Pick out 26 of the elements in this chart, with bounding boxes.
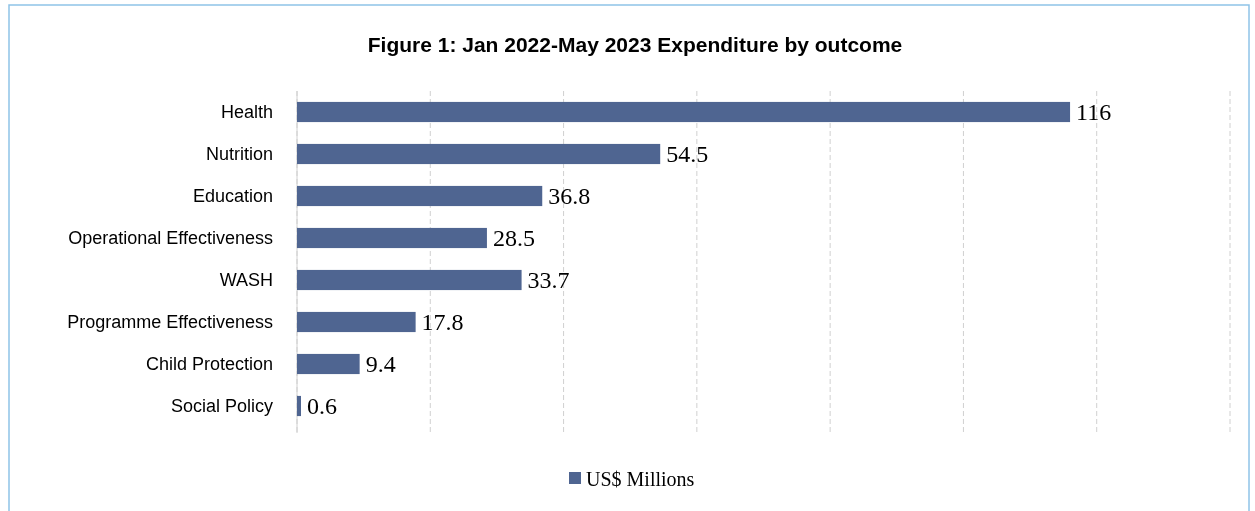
data-label: 54.5: [666, 141, 709, 167]
data-label: 0.6: [307, 393, 337, 419]
data-label: 17.8: [421, 309, 464, 335]
y-tick-label: Operational Effectiveness: [68, 228, 273, 248]
y-tick-label: Nutrition: [205, 144, 273, 164]
bar: [297, 395, 301, 417]
data-label: 36.8: [548, 183, 591, 209]
bar: [297, 311, 416, 333]
data-label: 9.4: [365, 351, 396, 377]
bar: [297, 101, 1071, 123]
y-tick-label: Health: [220, 102, 273, 122]
y-tick-label: WASH: [219, 270, 273, 290]
data-label: 116: [1076, 99, 1112, 125]
bar: [297, 185, 543, 207]
data-label: 33.7: [527, 267, 570, 293]
y-tick-label: Education: [192, 186, 273, 206]
legend-label: US$ Millions: [586, 468, 695, 490]
y-tick-label: Programme Effectiveness: [67, 312, 273, 332]
y-tick-label: Child Protection: [145, 354, 273, 374]
data-label: 28.5: [492, 225, 535, 251]
bar: [297, 143, 661, 165]
y-tick-label: Social Policy: [170, 396, 273, 416]
chart-title: Figure 1: Jan 2022-May 2023 Expenditure by outcome: [367, 33, 903, 56]
bar: [297, 269, 522, 291]
bar: [297, 353, 360, 375]
bar: [297, 227, 487, 249]
